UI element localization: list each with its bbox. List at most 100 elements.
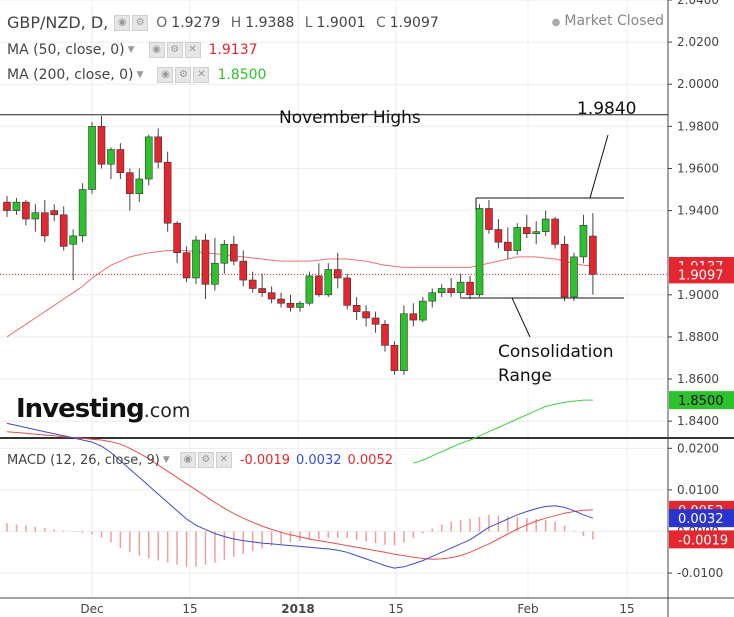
y-tick-label: 2.0000	[677, 77, 719, 91]
low-label: L	[304, 14, 313, 31]
candle-body	[116, 149, 125, 173]
candle-body	[333, 269, 342, 279]
macd-signal-line	[6, 431, 593, 560]
candle-body	[12, 201, 21, 211]
close-label: C	[375, 14, 386, 31]
macd-icons: ◉ ⚙ ✕	[179, 452, 232, 468]
ma50-label[interactable]: MA (50, close, 0)	[7, 42, 125, 58]
candle-body	[154, 136, 162, 163]
candle-body	[277, 298, 285, 304]
ma50-legend: MA (50, close, 0) ▼ ◉ ⚙ ✕ 1.9137	[7, 42, 258, 58]
x-tick-label: Feb	[517, 602, 538, 616]
gear-icon[interactable]: ⚙	[175, 67, 192, 83]
candle-body	[248, 279, 257, 289]
ma50-value: 1.9137	[208, 42, 258, 58]
level-label: 1.9840	[577, 99, 637, 119]
candle-body	[59, 214, 68, 247]
y-tick-label: 1.8400	[677, 414, 719, 428]
candle-body	[88, 126, 96, 190]
y-tick-label: 2.0400	[677, 0, 719, 7]
x-tick-label: Dec	[80, 602, 103, 616]
market-status-text: Market Closed	[564, 13, 664, 29]
candle-body	[485, 208, 493, 230]
symbol-header: GBP/NZD, D, ◉ ⚙ O 1.9279 H 1.9388 L 1.9001 C…	[7, 13, 445, 32]
candle-body	[296, 302, 304, 308]
candle-body	[182, 252, 191, 279]
macd-y-tick-label: -0.0100	[677, 566, 723, 580]
ma200-icons: ◉ ⚙ ✕	[157, 67, 210, 83]
candle-body	[173, 222, 181, 253]
candle-body	[220, 243, 229, 264]
candle-body	[418, 300, 427, 321]
close-icon[interactable]: ✕	[215, 452, 232, 468]
range-label: Range	[498, 366, 552, 386]
candle-body	[3, 201, 11, 211]
close-icon[interactable]: ✕	[193, 67, 210, 83]
ma200-label[interactable]: MA (200, close, 0)	[7, 67, 134, 83]
last-price-label-bg	[669, 265, 734, 284]
logo-suffix: .com	[143, 400, 191, 422]
close-icon[interactable]: ✕	[184, 42, 201, 58]
candle-body	[78, 189, 87, 237]
candle-body	[163, 161, 172, 224]
macd-hist-value: -0.0019	[239, 452, 290, 468]
candle-body	[201, 239, 210, 285]
macd-line-value: 0.0032	[296, 452, 342, 468]
macd-line-price-label: 0.0032	[678, 512, 724, 527]
low-value: 1.9001	[316, 14, 366, 31]
chevron-down-icon[interactable]: ▼	[127, 45, 135, 55]
eye-icon[interactable]: ◉	[114, 14, 131, 31]
candle-body	[551, 218, 559, 245]
eye-icon[interactable]: ◉	[179, 452, 196, 468]
candle-body	[456, 281, 465, 294]
candle-body	[192, 239, 200, 279]
gear-icon[interactable]: ⚙	[197, 452, 214, 468]
close-value: 1.9097	[389, 14, 439, 31]
chevron-down-icon[interactable]: ▼	[136, 70, 144, 80]
macd-hist-price-label: -0.0019	[678, 533, 728, 548]
candle-body	[40, 212, 49, 237]
candle-body	[494, 229, 503, 243]
candle-body	[532, 231, 541, 235]
candle-body	[211, 262, 219, 285]
candle-body	[267, 292, 276, 300]
candle-body	[381, 323, 389, 346]
gear-icon[interactable]: ⚙	[132, 14, 149, 31]
macd-line-price-label-bg	[669, 509, 734, 528]
x-tick-label: 15	[182, 602, 197, 616]
gear-icon[interactable]: ⚙	[166, 42, 183, 58]
candle-body	[343, 277, 352, 306]
symbol-label[interactable]: GBP/NZD, D,	[7, 13, 109, 32]
macd-line	[6, 422, 594, 569]
market-status: ● Market Closed	[552, 13, 664, 29]
candle-body	[50, 210, 59, 216]
ma200-line	[413, 399, 593, 464]
candle-body	[400, 313, 408, 371]
consolidation-label: Consolidation	[498, 342, 614, 362]
candle-body	[258, 288, 266, 294]
candle-body	[126, 172, 134, 195]
chevron-down-icon[interactable]: ▼	[162, 455, 170, 465]
candle-body	[239, 260, 248, 281]
eye-icon[interactable]: ◉	[148, 42, 165, 58]
macd-legend: MACD (12, 26, close, 9) ▼ ◉ ⚙ ✕ -0.0019 0.0…	[7, 452, 393, 468]
candle-body	[97, 126, 106, 165]
macd-y-tick-label: 0.0200	[677, 441, 719, 455]
candle-body	[560, 243, 569, 298]
candle-body	[466, 281, 474, 296]
candle-body	[589, 235, 597, 275]
high-label: H	[230, 14, 242, 31]
eye-icon[interactable]: ◉	[157, 67, 174, 83]
candle-body	[69, 235, 77, 245]
macd-label[interactable]: MACD (12, 26, close, 9)	[7, 452, 160, 468]
y-tick-label: 1.9600	[677, 161, 719, 175]
candle-body	[409, 313, 418, 321]
logo-main: Investing	[16, 394, 145, 424]
candle-body	[428, 292, 437, 302]
last-price-label: 1.9097	[678, 268, 724, 283]
ma200-price-label-bg	[669, 391, 734, 410]
candle-body	[579, 225, 588, 258]
investing-logo: Investing.com	[16, 394, 190, 424]
november-highs-label: November Highs	[279, 108, 421, 128]
